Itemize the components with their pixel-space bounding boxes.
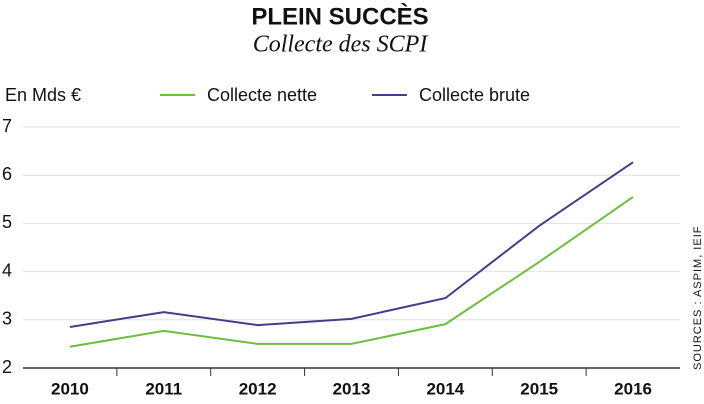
y-tick-label: 5 [2,212,12,232]
y-tick-label: 2 [2,357,12,377]
legend-label: Collecte brute [419,85,530,105]
x-tick-label: 2013 [333,379,371,398]
y-tick-label: 3 [2,309,12,329]
x-tick-label: 2010 [51,379,89,398]
y-axis-label: En Mds € [5,85,81,105]
x-tick-label: 2016 [614,379,652,398]
x-tick-label: 2015 [520,379,558,398]
data-line [69,161,634,329]
chart-title: PLEIN SUCCÈS [251,2,428,30]
data-line [69,196,634,348]
x-tick-label: 2011 [145,379,182,398]
y-tick-label: 7 [2,116,12,136]
y-tick-label: 6 [2,164,12,184]
source-note: SOURCES : ASPIM, IEIF [692,226,704,370]
y-tick-label: 4 [2,260,12,280]
legend-label: Collecte nette [207,85,317,105]
x-tick-label: 2012 [239,379,277,398]
chart-subtitle: Collecte des SCPI [253,32,429,58]
x-tick-label: 2014 [426,379,464,398]
